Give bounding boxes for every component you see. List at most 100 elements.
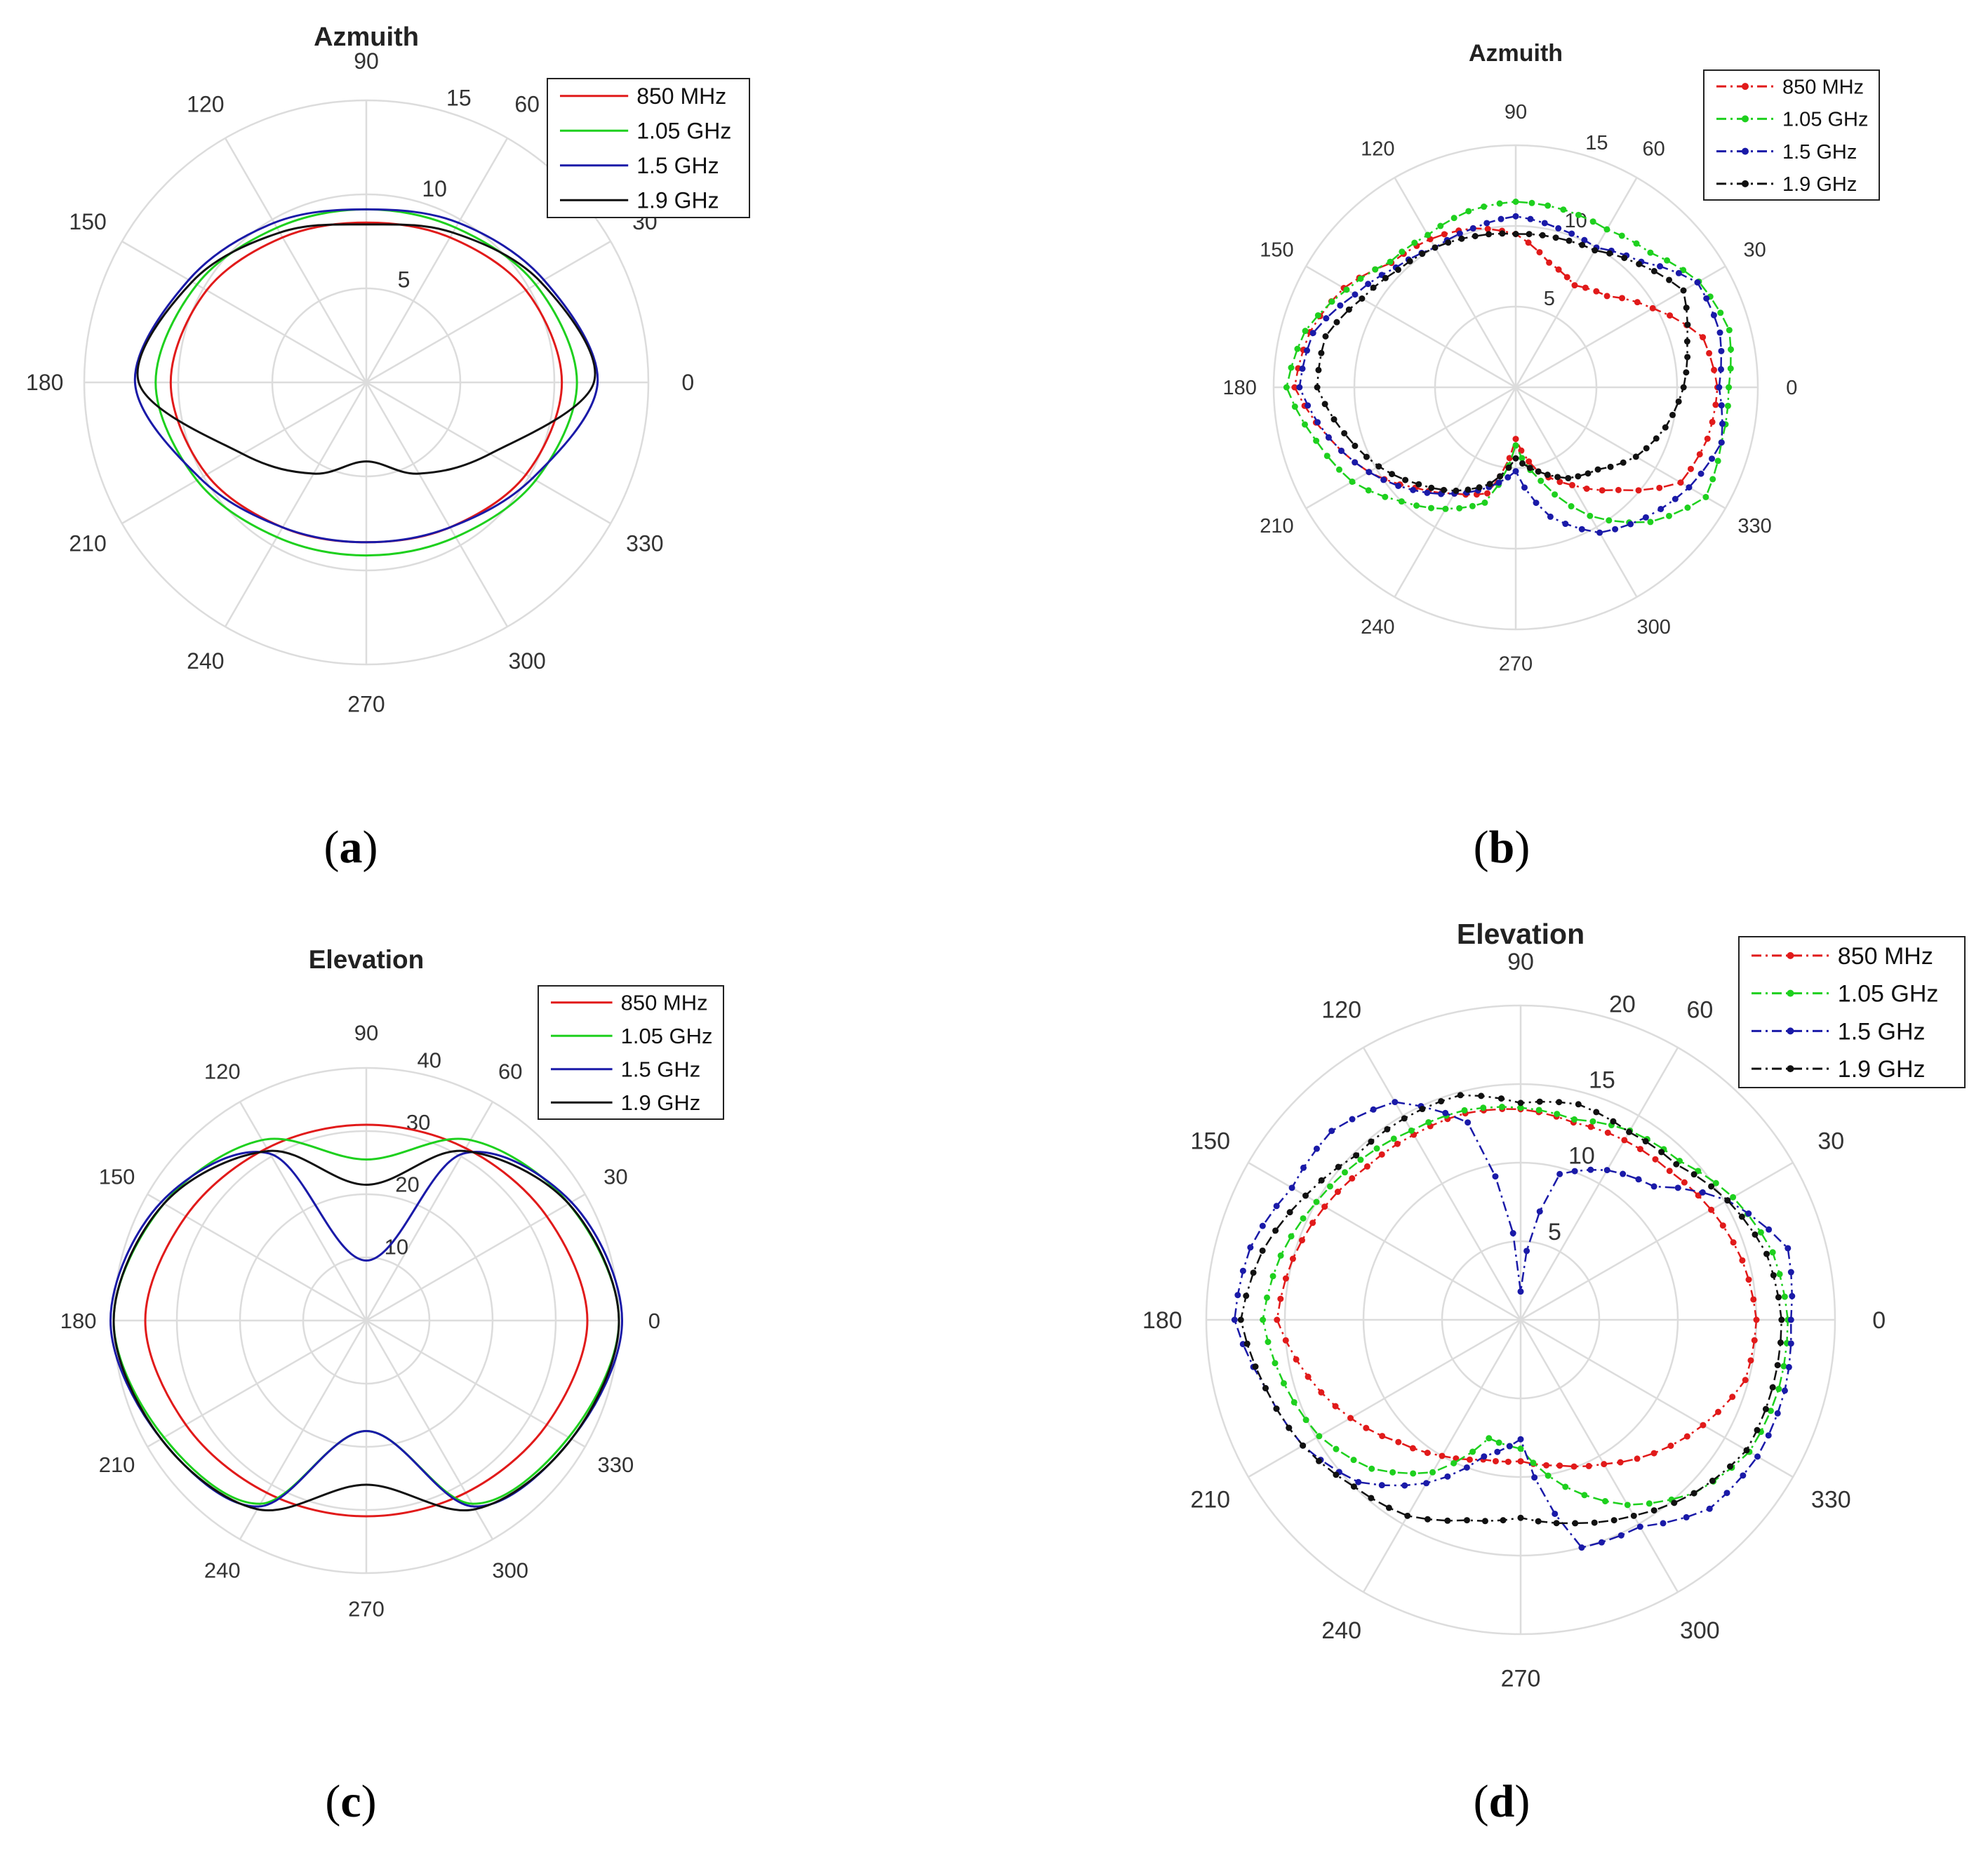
data-point xyxy=(1636,1146,1643,1153)
legend-label: 850 MHz xyxy=(1782,76,1864,98)
theta-tick-label: 180 xyxy=(1223,377,1257,399)
data-point xyxy=(1724,1197,1731,1204)
data-point xyxy=(1456,504,1463,512)
polar-chart-elevation-simulated: Elevation 0 30 60 90 120 150 180 210 240 270 300 330… xyxy=(60,945,724,1621)
data-point xyxy=(1349,1175,1356,1182)
legend-item: 850 MHz xyxy=(1752,943,1933,970)
data-point xyxy=(1283,384,1290,391)
theta-tick-label: 60 xyxy=(498,1059,522,1083)
data-point xyxy=(1352,442,1359,449)
data-point xyxy=(1626,1128,1633,1135)
data-point xyxy=(1647,519,1654,526)
legend-item: 1.9 GHz xyxy=(560,187,719,213)
theta-tick-label: 0 xyxy=(1872,1307,1886,1334)
data-point xyxy=(1355,1478,1362,1485)
data-point xyxy=(1337,302,1344,309)
series-line xyxy=(154,208,578,557)
data-point xyxy=(1650,267,1657,274)
grid-spoke xyxy=(1514,177,1638,388)
data-point xyxy=(1633,240,1640,247)
theta-tick-label: 330 xyxy=(598,1452,634,1477)
legend-label: 850 MHz xyxy=(636,83,726,109)
legend-label: 1.9 GHz xyxy=(1838,1056,1926,1083)
data-point xyxy=(1439,1452,1446,1459)
data-point xyxy=(1243,1340,1250,1347)
data-point xyxy=(1505,474,1512,481)
legend-marker xyxy=(1787,1027,1794,1035)
data-point xyxy=(1506,1443,1513,1450)
data-point xyxy=(1554,474,1561,481)
theta-tick-label: 60 xyxy=(514,91,540,116)
data-point xyxy=(1415,481,1422,488)
data-point xyxy=(1469,225,1476,232)
data-point xyxy=(1738,1213,1745,1220)
grid-spoke xyxy=(147,1193,367,1322)
data-point xyxy=(1411,239,1418,246)
theta-tick-label: 150 xyxy=(69,209,106,234)
r-tick-label: 5 xyxy=(1544,288,1555,310)
data-point xyxy=(1512,231,1519,237)
legend-label: 1.05 GHz xyxy=(1782,109,1869,131)
data-point xyxy=(1402,476,1409,483)
data-point xyxy=(1594,466,1601,473)
data-point xyxy=(1495,479,1502,486)
theta-tick-label: 90 xyxy=(1505,101,1527,123)
data-point xyxy=(1486,231,1493,238)
data-point xyxy=(1536,248,1543,255)
data-point xyxy=(1517,1436,1524,1443)
data-point xyxy=(1680,267,1687,274)
data-point xyxy=(1314,312,1321,319)
data-point xyxy=(1302,328,1309,335)
grid-spoke xyxy=(239,1101,368,1321)
legend-box xyxy=(538,985,724,1120)
legend-label: 1.9 GHz xyxy=(621,1090,701,1115)
data-point xyxy=(1743,1447,1750,1454)
data-point xyxy=(1280,1379,1287,1386)
data-point xyxy=(1535,1107,1542,1114)
data-point xyxy=(1492,1457,1499,1464)
data-point xyxy=(1497,215,1505,222)
data-point xyxy=(1575,1101,1582,1108)
data-point xyxy=(1526,458,1533,465)
legend-label: 1.5 GHz xyxy=(1838,1018,1926,1045)
theta-tick-label: 60 xyxy=(1686,997,1713,1024)
data-point xyxy=(1587,1166,1594,1173)
data-point xyxy=(1282,1275,1289,1282)
data-point xyxy=(1596,529,1603,536)
series-1.9-ghz xyxy=(1237,1092,1785,1527)
data-point xyxy=(1302,1417,1309,1424)
theta-tick-label: 270 xyxy=(347,691,385,716)
data-point xyxy=(1314,419,1321,426)
data-point xyxy=(1617,1532,1625,1539)
data-point xyxy=(1708,1206,1715,1213)
data-point xyxy=(1642,1138,1649,1145)
legend-marker xyxy=(1787,1065,1794,1073)
series-1.9-ghz xyxy=(112,1149,620,1511)
data-point xyxy=(1579,241,1586,248)
data-point xyxy=(1404,1512,1411,1519)
data-point xyxy=(1718,366,1725,373)
data-point xyxy=(1767,1408,1774,1415)
data-point xyxy=(1690,1490,1697,1497)
data-point xyxy=(1350,1457,1357,1464)
data-point xyxy=(1568,503,1575,510)
data-point xyxy=(1780,1363,1787,1370)
data-point xyxy=(1286,1424,1293,1431)
panel-d: Elevation 0 30 60 90 120 150 180 210 240 270 300 330… xyxy=(1109,912,1986,1754)
series-1.5-ghz xyxy=(1231,1099,1796,1551)
data-point xyxy=(1716,384,1723,391)
data-point xyxy=(1309,330,1316,337)
series-line xyxy=(144,1123,589,1518)
data-point xyxy=(1585,470,1592,477)
theta-tick-label: 90 xyxy=(1507,949,1534,975)
data-point xyxy=(1770,1271,1777,1278)
data-point xyxy=(1394,266,1401,273)
data-point xyxy=(1481,499,1488,506)
data-point xyxy=(1562,521,1569,528)
legend: 850 MHz 1.05 GHz 1.5 GHz 1.9 GHz xyxy=(538,985,724,1120)
data-point xyxy=(1726,326,1733,333)
data-point xyxy=(1672,495,1679,502)
series-line xyxy=(1316,232,1689,492)
data-point xyxy=(1681,1179,1688,1186)
data-point xyxy=(1382,274,1389,281)
